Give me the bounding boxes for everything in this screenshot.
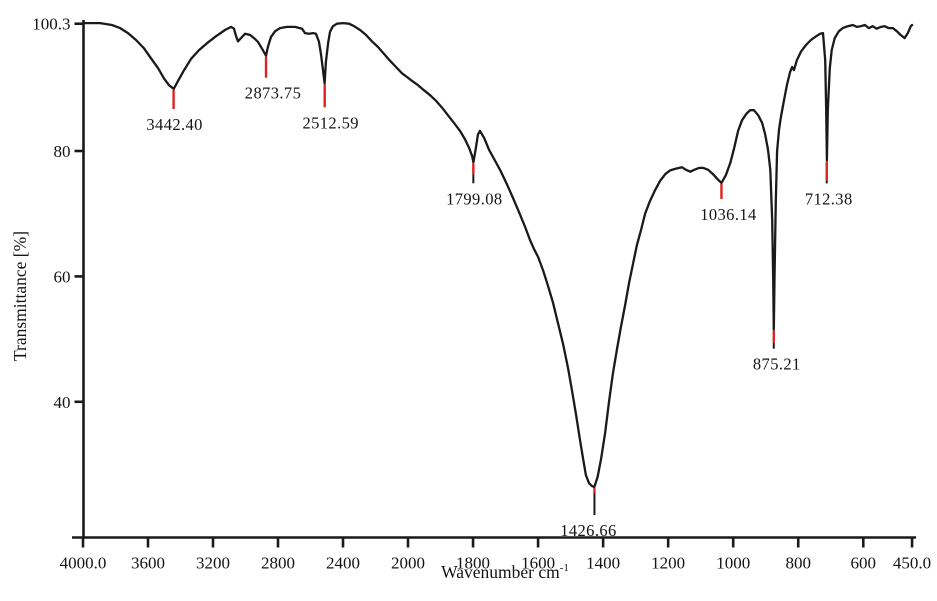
spectrum-curve <box>81 21 914 489</box>
y-tick-label: 100.3 <box>32 15 70 34</box>
x-tick-label: 800 <box>785 554 811 573</box>
peak-label: 2873.75 <box>245 84 301 103</box>
x-axis-ticks: 4000.0 3600 3200 2800 2400 2000 1800 1600 1400 12… <box>60 537 931 573</box>
x-tick-label: 3200 <box>196 554 230 573</box>
x-tick-label: 450.0 <box>893 554 931 573</box>
x-tick-label: 2000 <box>391 554 425 573</box>
x-tick-label: 2800 <box>261 554 295 573</box>
peak-label: 2512.59 <box>302 113 358 132</box>
peak-label: 712.38 <box>805 189 853 208</box>
x-tick-label: 1000 <box>716 554 750 573</box>
y-tick-label: 60 <box>54 267 71 286</box>
x-tick-label: 1200 <box>651 554 685 573</box>
y-axis-title: Transmittance [%] <box>10 231 30 361</box>
y-tick-label: 80 <box>54 142 71 161</box>
peak-label: 1036.14 <box>700 205 756 224</box>
x-tick-label: 1400 <box>586 554 620 573</box>
x-tick-label: 600 <box>851 554 877 573</box>
axes <box>72 20 916 539</box>
peak-label: 1426.66 <box>560 521 616 540</box>
x-tick-label: 2400 <box>326 554 360 573</box>
x-axis-title: Wavenumber cm-1 <box>441 562 569 582</box>
y-tick-label: 40 <box>54 393 71 412</box>
peak-label: 875.21 <box>753 355 801 374</box>
x-tick-label: 4000.0 <box>60 554 107 573</box>
peak-label: 3442.40 <box>146 115 202 134</box>
x-tick-label: 3600 <box>131 554 165 573</box>
y-axis-ticks: 100.3 80 60 40 <box>32 15 84 412</box>
transmittance-curve <box>81 21 914 489</box>
x-tick-label: 1800 <box>456 554 490 573</box>
peak-label: 1799.08 <box>446 189 502 208</box>
axis-titles: Transmittance [%] Wavenumber cm-1 <box>10 231 569 582</box>
x-tick-label: 1600 <box>521 554 555 573</box>
